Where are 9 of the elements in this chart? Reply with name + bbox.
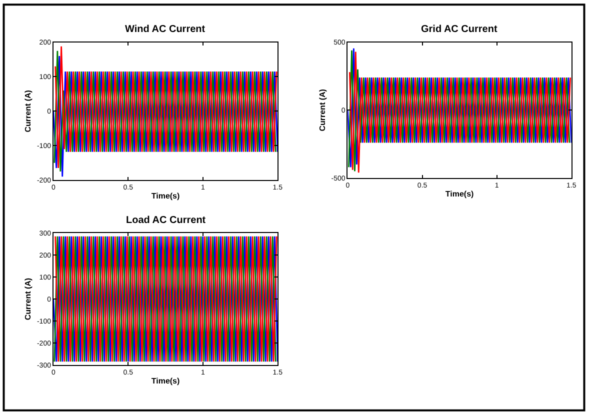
chart-title: Wind AC Current [125, 24, 206, 35]
x-axis-title: Time(s) [151, 192, 180, 201]
chart-title: Grid AC Current [421, 24, 498, 35]
y-axis-title: Current (A) [24, 90, 33, 132]
y-axis-title: Current (A) [318, 88, 328, 132]
x-axis-title: Time(s) [151, 376, 180, 386]
chart-title: Load AC Current [126, 215, 206, 226]
x-axis-title: Time(s) [445, 190, 474, 199]
y-axis-title: Current (A) [24, 278, 33, 320]
